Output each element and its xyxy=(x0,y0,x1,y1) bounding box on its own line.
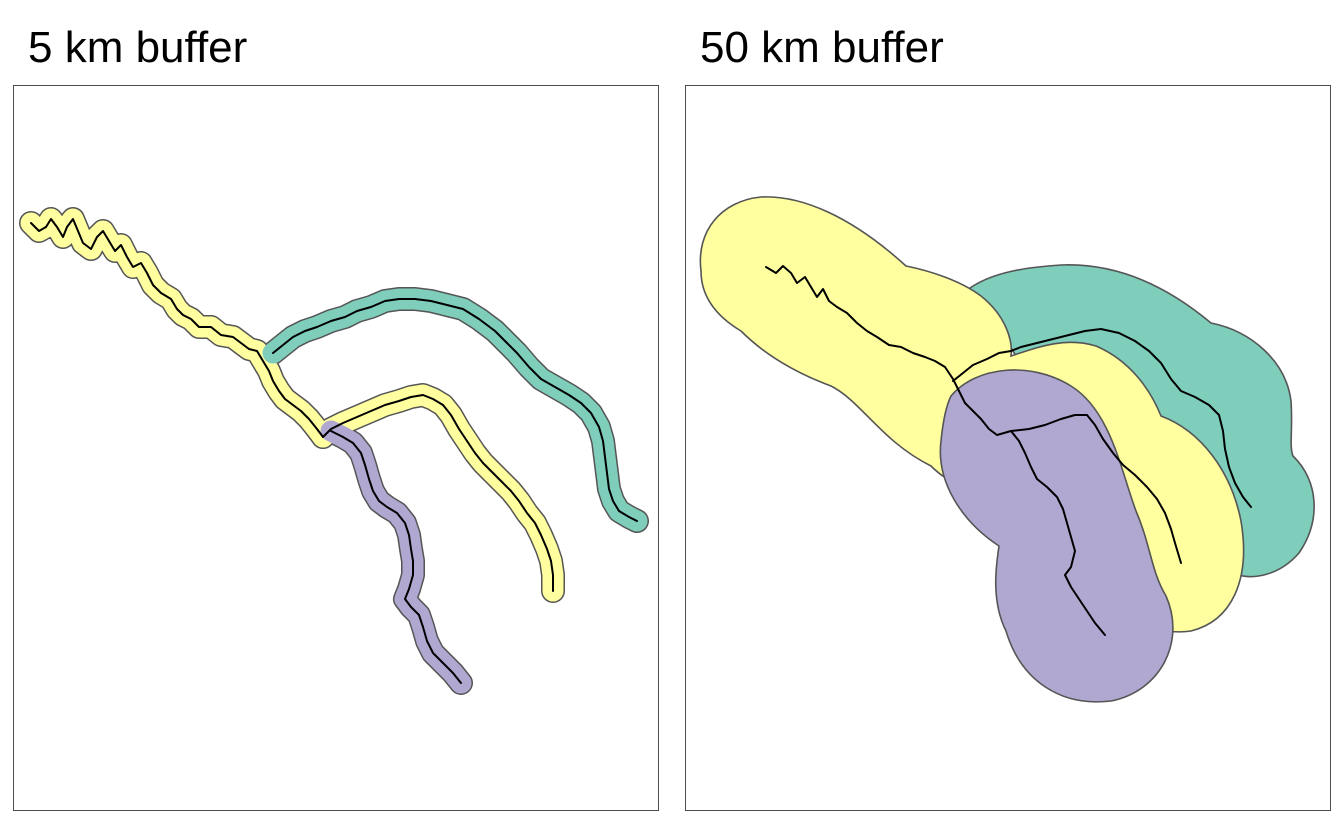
river-line-c-50km xyxy=(1010,430,1106,636)
buffer-50km-river-c xyxy=(939,369,1174,703)
river-line-a-50km xyxy=(765,265,998,436)
buffer-outline-c xyxy=(331,431,461,683)
map-5km xyxy=(14,86,658,810)
river-line-b-50km xyxy=(952,328,1252,508)
map-panel-50km-buffer xyxy=(685,85,1331,811)
buffer-5km-river-a-branch xyxy=(323,395,553,591)
panel-title-5km: 5 km buffer xyxy=(28,23,248,72)
map-50km xyxy=(699,196,1315,703)
river-line-a-branch-50km xyxy=(996,414,1182,564)
panel-title-50km: 50 km buffer xyxy=(700,23,944,72)
map-panel-5km-buffer xyxy=(13,85,659,811)
